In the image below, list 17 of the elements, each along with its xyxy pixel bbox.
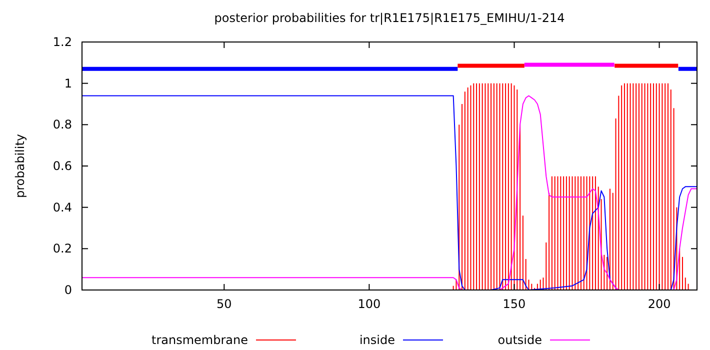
y-tick-label: 0.4 (52, 200, 72, 214)
x-tick-label: 100 (358, 297, 381, 311)
y-tick-label: 0.6 (52, 159, 72, 173)
legend-label: inside (359, 333, 395, 347)
y-tick-label: 0 (64, 283, 72, 297)
x-tick-label: 150 (502, 297, 526, 311)
y-axis-title: probability (13, 134, 27, 198)
y-tick-label: 1 (64, 76, 72, 90)
x-tick-label: 200 (648, 297, 671, 311)
legend-label: outside (498, 333, 542, 347)
line-series (82, 95, 698, 290)
y-tick-label: 1.2 (52, 35, 72, 49)
chart-title: posterior probabilities for tr|R1E175|R1E175_EMIHU/1-214 (214, 11, 565, 25)
y-tick-label: 0.8 (52, 118, 72, 132)
y-tick-label: 0.2 (52, 242, 72, 256)
legend-label: transmembrane (151, 333, 248, 347)
x-tick-label: 50 (216, 297, 232, 311)
